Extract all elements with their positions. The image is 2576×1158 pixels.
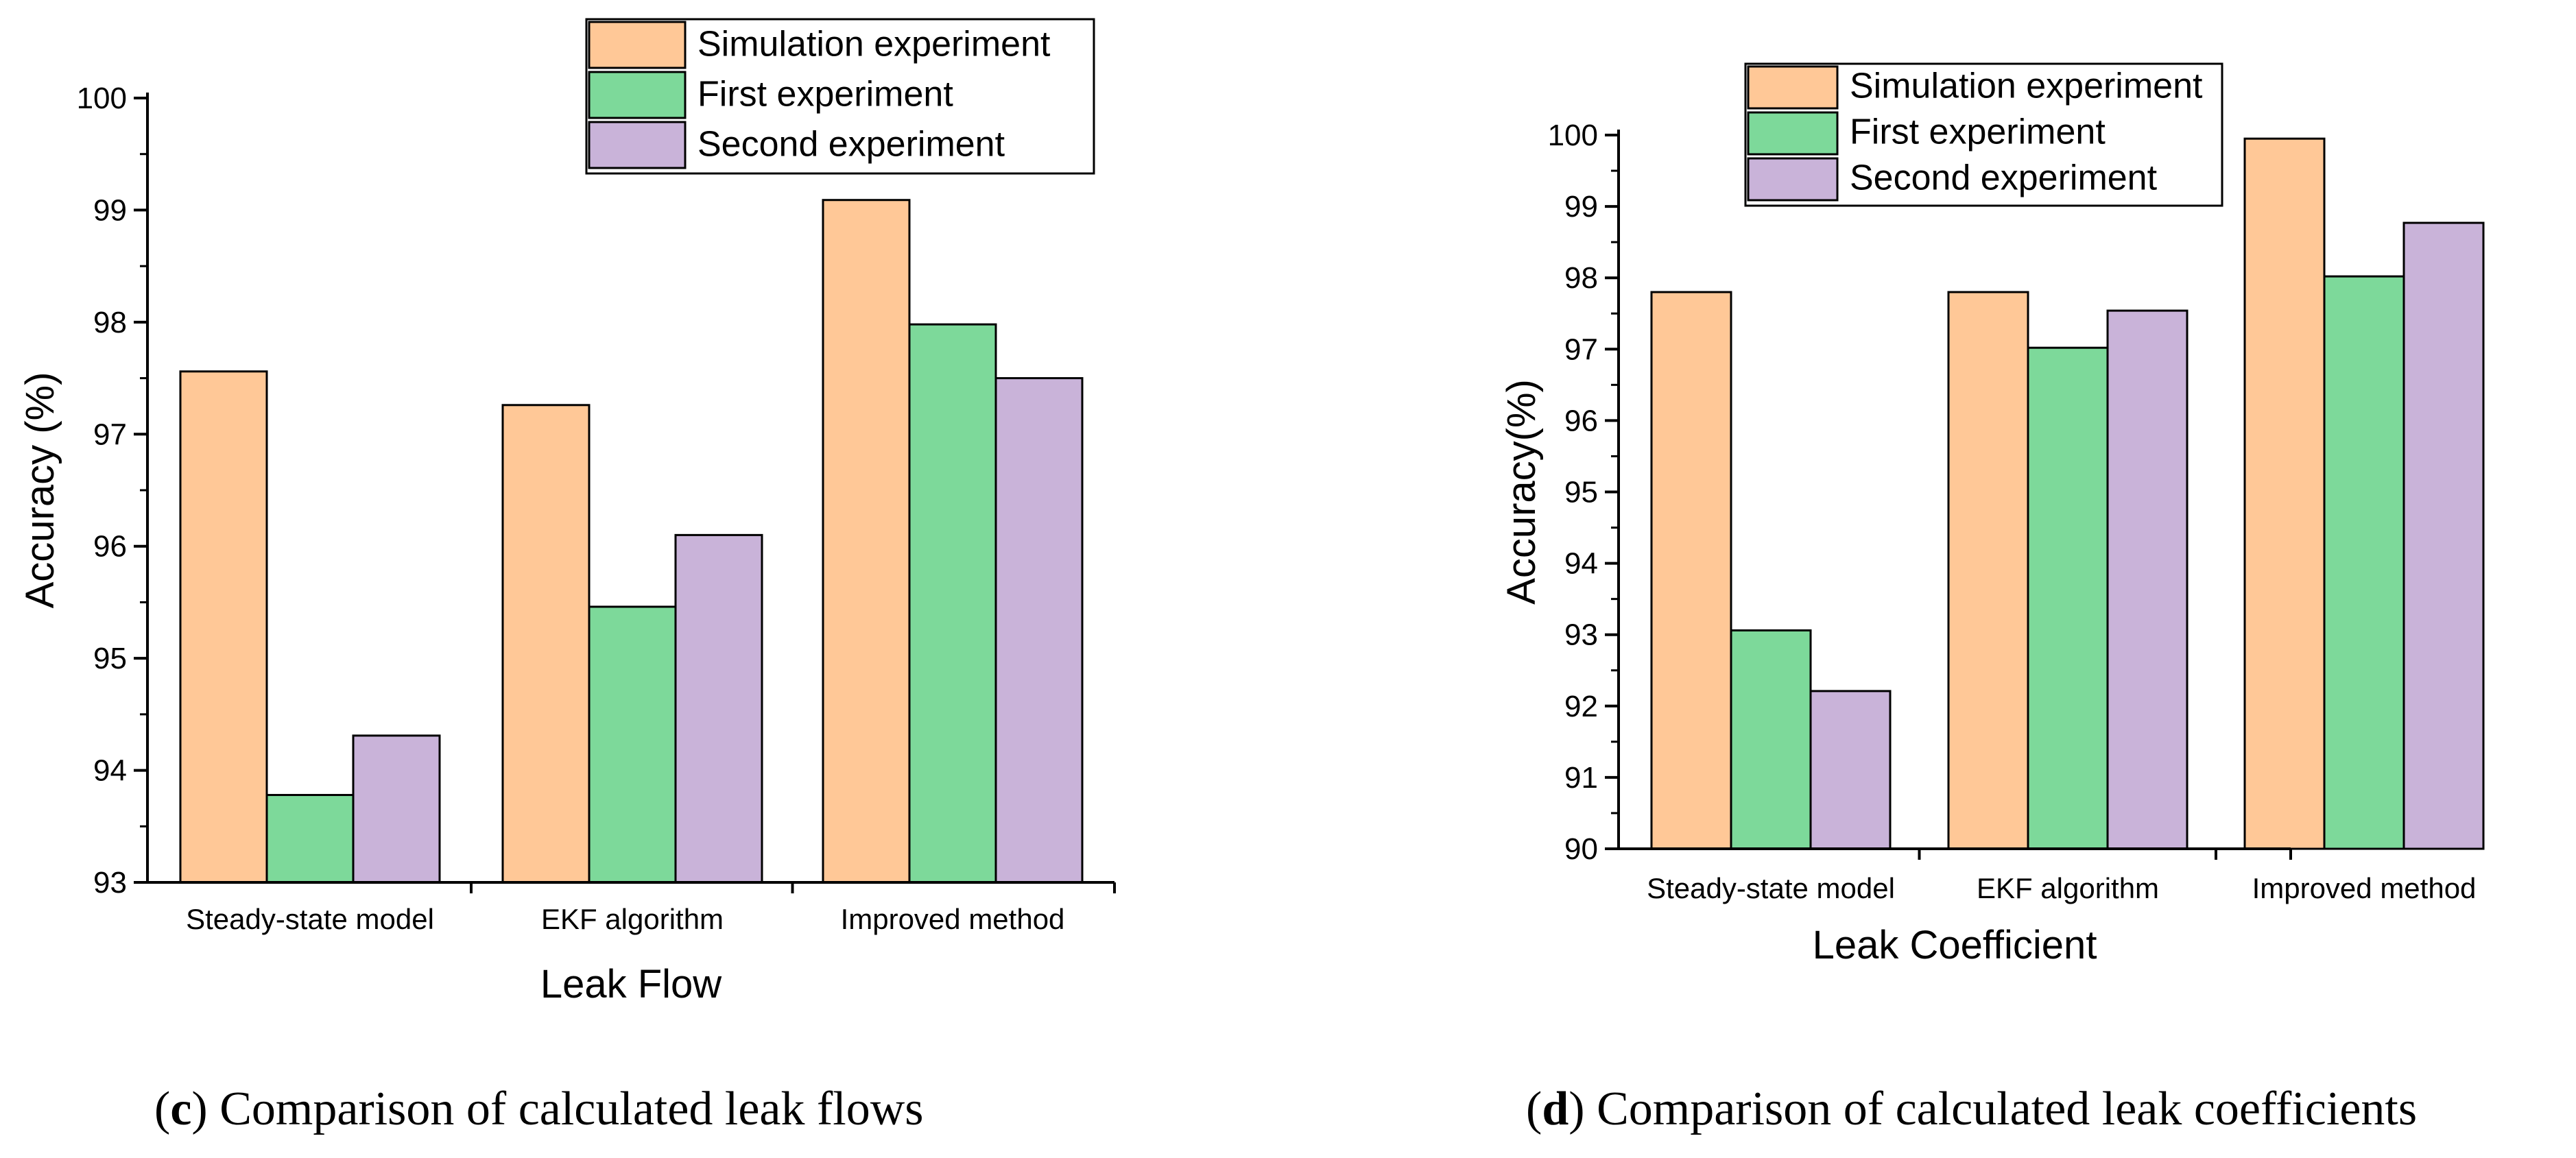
- legend-swatch: [1747, 65, 1839, 110]
- legend: Simulation experiment First experiment Sec…: [1744, 62, 2223, 207]
- bar-d-simulation-experiment-2: [2243, 137, 2326, 850]
- bar-d-first-experiment-0: [1730, 629, 1812, 850]
- y-tick-label: 100: [1548, 119, 1598, 152]
- figure-caption: (d) Comparison of calculated leak coeffi…: [1526, 1083, 2417, 1135]
- y-tick-label: 97: [1564, 333, 1598, 366]
- legend-swatch: [1747, 111, 1839, 156]
- caption-paren: ): [1569, 1083, 1584, 1135]
- legend-label: Second experiment: [1850, 158, 2158, 198]
- chart-panel-d: 90 91 92 93 94 95 96 97 98 99 100 Steady-state mode…: [1499, 62, 2485, 1135]
- y-tick-label: 91: [1564, 761, 1598, 795]
- y-tick-label: 93: [93, 866, 127, 900]
- legend-label: Simulation experiment: [1850, 67, 2203, 106]
- y-tick-label: 94: [1564, 547, 1598, 581]
- bar-c-first-experiment-1: [588, 605, 677, 884]
- x-tick-label: Improved method: [841, 903, 1065, 935]
- y-tick-label: 93: [1564, 618, 1598, 652]
- y-tick-label: 99: [1564, 190, 1598, 224]
- bar-d-second-experiment-2: [2402, 221, 2485, 850]
- bar-c-second-experiment-1: [674, 533, 763, 884]
- legend-swatch: [1747, 157, 1839, 202]
- x-tick-label: EKF algorithm: [1977, 872, 2159, 904]
- x-tick-label: EKF algorithm: [541, 903, 724, 935]
- caption-paren: (: [154, 1083, 170, 1135]
- caption-paren: (: [1526, 1083, 1542, 1135]
- bar-d-simulation-experiment-1: [1947, 291, 2029, 850]
- legend-swatch: [588, 121, 687, 169]
- x-axis-label: Leak Coefficient: [1813, 923, 2097, 967]
- legend-label: Simulation experiment: [697, 25, 1051, 64]
- bar-c-first-experiment-0: [265, 794, 355, 884]
- x-tick-label: Steady-state model: [186, 903, 434, 935]
- y-tick-label: 95: [93, 642, 127, 675]
- y-axis-label: Accuracy (%): [18, 372, 62, 609]
- x-axis-label: Leak Flow: [540, 962, 722, 1006]
- chart-panel-c: 93 94 95 96 97 98 99 100 Steady-state model EKF a…: [18, 18, 1116, 1135]
- bar-c-simulation-experiment-2: [822, 199, 911, 884]
- legend-swatch: [588, 71, 687, 119]
- bar-d-second-experiment-0: [1809, 690, 1892, 850]
- figure-caption: (c) Comparison of calculated leak flows: [154, 1083, 924, 1135]
- y-tick-label: 90: [1564, 832, 1598, 866]
- bar-c-second-experiment-0: [352, 734, 441, 884]
- caption-text: Comparison of calculated leak flows: [208, 1083, 924, 1135]
- y-tick-label: 99: [93, 193, 127, 227]
- caption-label: d: [1542, 1083, 1569, 1135]
- bar-d-simulation-experiment-0: [1650, 291, 1732, 850]
- y-tick-label: 95: [1564, 476, 1598, 509]
- y-axis-label: Accuracy(%): [1499, 379, 1544, 605]
- y-tick-label: 92: [1564, 690, 1598, 723]
- bar-c-simulation-experiment-1: [501, 404, 591, 884]
- bar-d-first-experiment-1: [2027, 346, 2109, 850]
- bar-d-second-experiment-1: [2106, 309, 2189, 850]
- legend-label: Second experiment: [697, 125, 1005, 165]
- bar-c-first-experiment-2: [908, 323, 997, 884]
- bar-c-simulation-experiment-0: [179, 370, 268, 884]
- y-tick-label: 97: [93, 418, 127, 451]
- caption-paren: ): [191, 1083, 207, 1135]
- y-tick-label: 96: [1564, 404, 1598, 437]
- y-tick-label: 94: [93, 754, 127, 788]
- y-tick-label: 96: [93, 530, 127, 564]
- y-tick-label: 100: [77, 82, 127, 115]
- legend: Simulation experiment First experiment Sec…: [585, 18, 1095, 175]
- legend-label: First experiment: [697, 75, 953, 114]
- caption-label: c: [170, 1083, 191, 1135]
- caption-text: Comparison of calculated leak coefficien…: [1585, 1083, 2418, 1135]
- legend-label: First experiment: [1850, 112, 2106, 152]
- legend-swatch: [588, 21, 687, 69]
- x-tick-label: Steady-state model: [1647, 872, 1895, 904]
- y-tick-label: 98: [93, 306, 127, 339]
- y-tick-label: 98: [1564, 261, 1598, 295]
- x-tick-label: Improved method: [2252, 872, 2477, 904]
- bar-d-first-experiment-2: [2323, 275, 2405, 850]
- bar-c-second-experiment-2: [994, 377, 1084, 884]
